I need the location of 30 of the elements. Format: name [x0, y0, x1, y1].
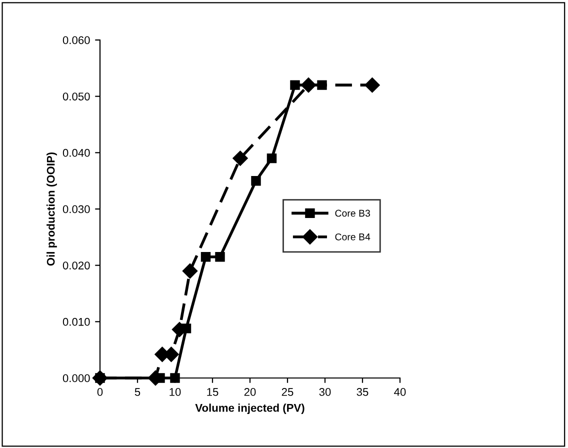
x-tick-label: 20 — [244, 388, 256, 396]
y-tick-label: 0.040 — [62, 148, 90, 157]
x-tick-label: 30 — [319, 388, 331, 396]
y-tick-label: 0.020 — [62, 262, 90, 270]
x-tick-label: 0 — [97, 388, 103, 396]
y-tick-label: 0.000 — [62, 374, 90, 382]
y-tick-label: 0.010 — [62, 318, 90, 326]
y-tick-label: 0.060 — [62, 36, 90, 44]
legend-label: Core B4 — [335, 233, 370, 240]
x-tick-label: 40 — [394, 388, 406, 396]
x-tick-label: 25 — [282, 388, 294, 396]
y-tick-label: 0.030 — [62, 205, 90, 214]
legend-label: Core B3 — [335, 210, 370, 217]
point — [182, 263, 198, 279]
point — [251, 176, 261, 186]
x-tick-label: 5 — [134, 388, 140, 396]
y-axis-title: Oil production (OOIP) — [46, 152, 57, 266]
y-tick-label: 0.050 — [62, 92, 90, 100]
x-tick-label: 15 — [207, 388, 218, 396]
point — [215, 252, 225, 262]
point — [364, 77, 380, 93]
point — [200, 252, 211, 262]
x-tick-label: 35 — [356, 388, 368, 396]
x-axis-title: Volume injected (PV) — [195, 404, 304, 414]
point — [300, 77, 316, 93]
x-tick-label: 10 — [170, 388, 181, 396]
point — [290, 80, 300, 90]
point — [266, 153, 277, 164]
point — [232, 150, 248, 166]
point — [170, 373, 180, 383]
